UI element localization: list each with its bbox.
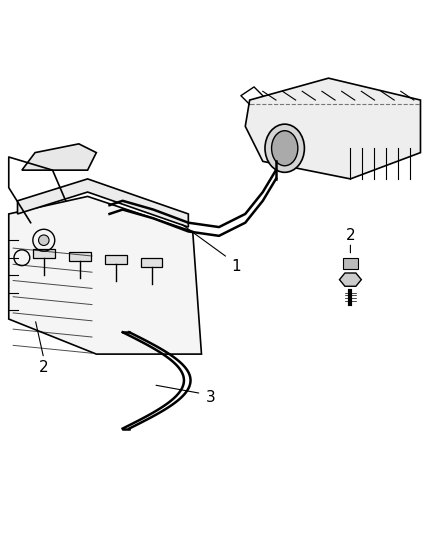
Polygon shape xyxy=(9,197,201,354)
Text: 1: 1 xyxy=(232,259,241,274)
Polygon shape xyxy=(105,255,127,264)
Polygon shape xyxy=(245,78,420,179)
Circle shape xyxy=(39,235,49,246)
Ellipse shape xyxy=(265,124,304,172)
Text: 2: 2 xyxy=(346,228,355,244)
Polygon shape xyxy=(141,258,162,267)
Text: 2: 2 xyxy=(39,360,49,375)
Polygon shape xyxy=(339,273,361,286)
Polygon shape xyxy=(22,144,96,170)
Polygon shape xyxy=(18,179,188,227)
Ellipse shape xyxy=(272,131,298,166)
Polygon shape xyxy=(69,252,91,261)
Text: 3: 3 xyxy=(205,390,215,406)
Polygon shape xyxy=(33,249,55,258)
Polygon shape xyxy=(343,258,358,269)
